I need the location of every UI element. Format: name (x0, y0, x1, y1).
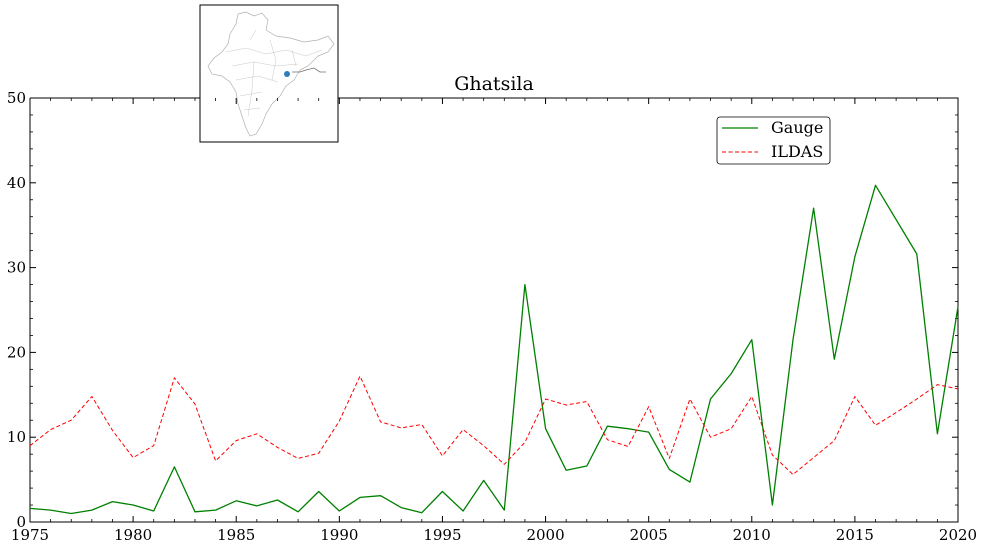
chart-title: Ghatsila (454, 73, 534, 95)
coastline-east (292, 67, 326, 73)
x-tick-label: 1990 (320, 526, 358, 544)
x-tick-label: 1975 (11, 526, 49, 544)
y-tick-label: 40 (7, 174, 26, 192)
x-tick-label: 2015 (836, 526, 874, 544)
inset-frame (199, 4, 339, 143)
x-tick-label: 1995 (423, 526, 461, 544)
x-tick-label: 1980 (114, 526, 152, 544)
x-tick-label: 2005 (630, 526, 668, 544)
y-tick-label: 50 (7, 89, 26, 107)
x-tick-label: 2000 (526, 526, 564, 544)
y-tick-label: 30 (7, 259, 26, 277)
gauge-location-marker (284, 71, 290, 77)
legend: Gauge ILDAS (716, 116, 831, 165)
india-outline (207, 11, 335, 137)
series-line-ildas (29, 375, 959, 475)
x-tick-label: 2010 (733, 526, 771, 544)
y-tick-label: 0 (16, 513, 26, 531)
y-tick-label: 10 (7, 428, 26, 446)
series-line-gauge (29, 184, 959, 515)
x-tick-label: 1985 (217, 526, 255, 544)
legend-label-gauge: Gauge (771, 118, 823, 137)
basin-boundaries (225, 29, 323, 117)
legend-label-ildas: ILDAS (771, 142, 823, 161)
inset-locator-map (199, 4, 339, 143)
x-tick-label: 2020 (939, 526, 977, 544)
y-tick-label: 20 (7, 343, 26, 361)
